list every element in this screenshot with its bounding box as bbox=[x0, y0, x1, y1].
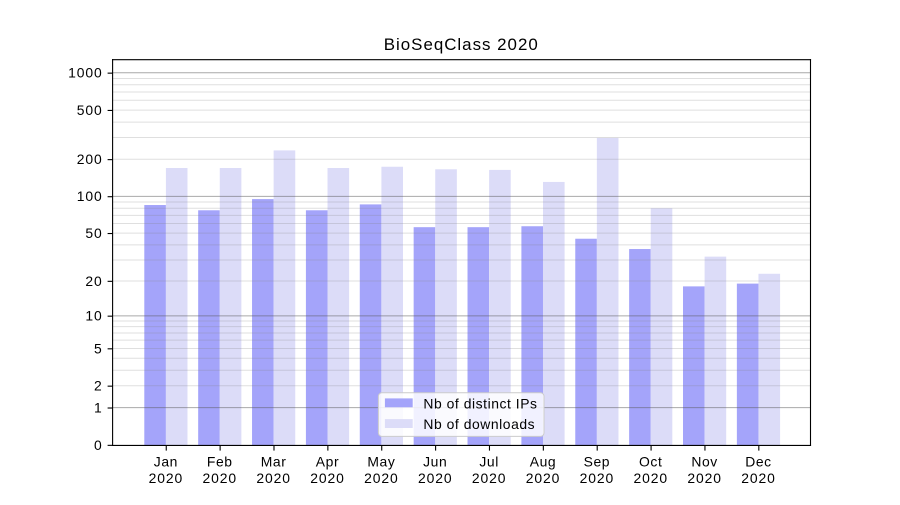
svg-text:Jun: Jun bbox=[423, 454, 447, 470]
svg-text:1: 1 bbox=[94, 399, 103, 415]
svg-text:Oct: Oct bbox=[639, 454, 662, 470]
svg-text:2020: 2020 bbox=[687, 470, 722, 486]
svg-text:1000: 1000 bbox=[68, 65, 103, 81]
svg-text:2020: 2020 bbox=[310, 470, 345, 486]
svg-text:2020: 2020 bbox=[256, 470, 291, 486]
svg-text:5: 5 bbox=[94, 340, 103, 356]
svg-text:Mar: Mar bbox=[261, 454, 287, 470]
svg-text:2020: 2020 bbox=[364, 470, 399, 486]
svg-text:Jan: Jan bbox=[154, 454, 178, 470]
svg-text:2020: 2020 bbox=[149, 470, 184, 486]
svg-text:2020: 2020 bbox=[418, 470, 453, 486]
svg-text:2020: 2020 bbox=[526, 470, 561, 486]
svg-text:2: 2 bbox=[94, 378, 103, 394]
svg-text:2020: 2020 bbox=[472, 470, 507, 486]
svg-text:100: 100 bbox=[77, 188, 103, 204]
svg-text:Dec: Dec bbox=[745, 454, 772, 470]
svg-text:20: 20 bbox=[85, 273, 102, 289]
svg-text:2020: 2020 bbox=[633, 470, 668, 486]
svg-text:Nb of downloads: Nb of downloads bbox=[423, 416, 535, 432]
svg-text:Nb of distinct IPs: Nb of distinct IPs bbox=[423, 395, 537, 411]
svg-text:May: May bbox=[367, 454, 395, 470]
svg-text:Jul: Jul bbox=[479, 454, 499, 470]
svg-text:2020: 2020 bbox=[580, 470, 615, 486]
svg-text:Nov: Nov bbox=[691, 454, 718, 470]
svg-text:10: 10 bbox=[85, 308, 102, 324]
svg-text:2020: 2020 bbox=[203, 470, 238, 486]
svg-text:50: 50 bbox=[85, 225, 102, 241]
svg-text:Sep: Sep bbox=[584, 454, 611, 470]
svg-text:Apr: Apr bbox=[316, 454, 339, 470]
svg-text:Aug: Aug bbox=[530, 454, 557, 470]
svg-text:200: 200 bbox=[77, 151, 103, 167]
svg-text:0: 0 bbox=[94, 437, 103, 453]
svg-text:BioSeqClass 2020: BioSeqClass 2020 bbox=[384, 35, 539, 54]
svg-text:500: 500 bbox=[77, 102, 103, 118]
svg-text:Feb: Feb bbox=[207, 454, 233, 470]
svg-text:2020: 2020 bbox=[741, 470, 776, 486]
